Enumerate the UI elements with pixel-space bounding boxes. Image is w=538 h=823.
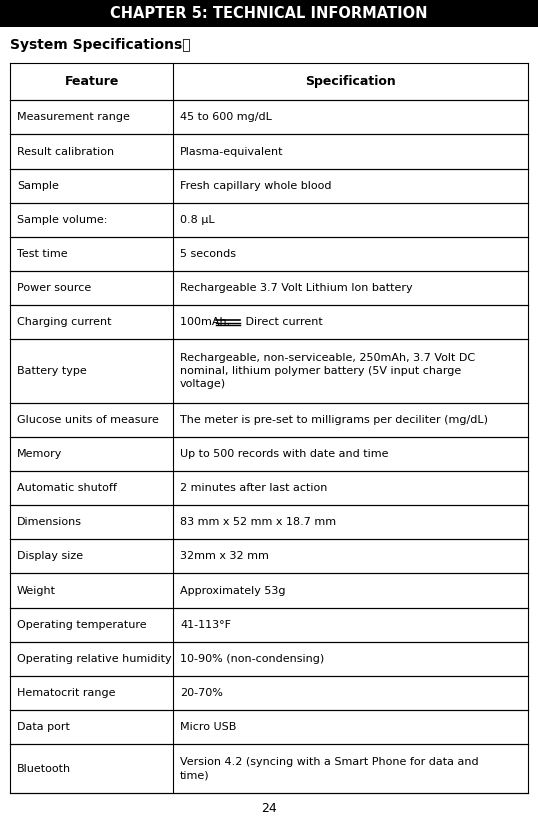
Text: Measurement range: Measurement range bbox=[17, 113, 130, 123]
Text: time): time) bbox=[180, 770, 210, 780]
Text: 83 mm x 52 mm x 18.7 mm: 83 mm x 52 mm x 18.7 mm bbox=[180, 517, 336, 528]
Text: Automatic shutoff: Automatic shutoff bbox=[17, 483, 117, 493]
Bar bbox=[0, 0, 538, 27]
Text: 41-113°F: 41-113°F bbox=[180, 620, 231, 630]
Text: Result calibration: Result calibration bbox=[17, 146, 114, 156]
Text: 2 minutes after last action: 2 minutes after last action bbox=[180, 483, 328, 493]
Text: Memory: Memory bbox=[17, 449, 62, 459]
Text: Hematocrit range: Hematocrit range bbox=[17, 688, 116, 698]
Text: voltage): voltage) bbox=[180, 379, 226, 389]
Text: Feature: Feature bbox=[65, 75, 119, 88]
Text: nominal, lithium polymer battery (5V input charge: nominal, lithium polymer battery (5V inp… bbox=[180, 366, 462, 376]
Text: 20-70%: 20-70% bbox=[180, 688, 223, 698]
Text: Rechargeable 3.7 Volt Lithium Ion battery: Rechargeable 3.7 Volt Lithium Ion batter… bbox=[180, 283, 413, 293]
Text: Data port: Data port bbox=[17, 723, 70, 732]
Text: 5 seconds: 5 seconds bbox=[180, 249, 236, 259]
Text: Micro USB: Micro USB bbox=[180, 723, 237, 732]
Text: Up to 500 records with date and time: Up to 500 records with date and time bbox=[180, 449, 388, 459]
Text: Display size: Display size bbox=[17, 551, 83, 561]
Text: Charging current: Charging current bbox=[17, 318, 111, 328]
Text: Weight: Weight bbox=[17, 586, 56, 596]
Text: Test time: Test time bbox=[17, 249, 68, 259]
Text: Sample volume:: Sample volume: bbox=[17, 215, 108, 225]
Text: 24: 24 bbox=[261, 802, 277, 816]
Text: Specification: Specification bbox=[305, 75, 396, 88]
Text: Sample: Sample bbox=[17, 181, 59, 191]
Text: 100mAh,: 100mAh, bbox=[180, 318, 237, 328]
Text: 32mm x 32 mm: 32mm x 32 mm bbox=[180, 551, 269, 561]
Text: 10-90% (non-condensing): 10-90% (non-condensing) bbox=[180, 654, 324, 664]
Text: Version 4.2 (syncing with a Smart Phone for data and: Version 4.2 (syncing with a Smart Phone … bbox=[180, 757, 479, 767]
Text: CHAPTER 5: TECHNICAL INFORMATION: CHAPTER 5: TECHNICAL INFORMATION bbox=[110, 6, 428, 21]
Text: Operating temperature: Operating temperature bbox=[17, 620, 147, 630]
Text: System Specifications：: System Specifications： bbox=[10, 38, 190, 52]
Text: Power source: Power source bbox=[17, 283, 91, 293]
Text: Operating relative humidity: Operating relative humidity bbox=[17, 654, 172, 664]
Text: Glucose units of measure: Glucose units of measure bbox=[17, 415, 159, 425]
Text: Battery type: Battery type bbox=[17, 366, 87, 376]
Text: Plasma-equivalent: Plasma-equivalent bbox=[180, 146, 284, 156]
Text: 0.8 μL: 0.8 μL bbox=[180, 215, 215, 225]
Text: Rechargeable, non-serviceable, 250mAh, 3.7 Volt DC: Rechargeable, non-serviceable, 250mAh, 3… bbox=[180, 353, 475, 363]
Text: Approximately 53g: Approximately 53g bbox=[180, 586, 286, 596]
Text: Dimensions: Dimensions bbox=[17, 517, 82, 528]
Text: Direct current: Direct current bbox=[242, 318, 323, 328]
Text: 45 to 600 mg/dL: 45 to 600 mg/dL bbox=[180, 113, 272, 123]
Text: Fresh capillary whole blood: Fresh capillary whole blood bbox=[180, 181, 331, 191]
Text: Bluetooth: Bluetooth bbox=[17, 764, 71, 774]
Text: The meter is pre-set to milligrams per deciliter (mg/dL): The meter is pre-set to milligrams per d… bbox=[180, 415, 488, 425]
